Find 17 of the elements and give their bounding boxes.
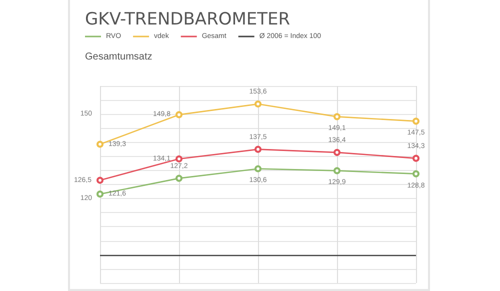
point (96, 176, 104, 184)
point (334, 148, 340, 156)
point (176, 174, 182, 182)
chart-title: GKV-TRENDBAROMETER (85, 10, 290, 30)
point (334, 167, 340, 174)
point (96, 140, 104, 148)
point (412, 170, 420, 178)
point (412, 118, 420, 125)
point (254, 100, 262, 108)
chart-subtitle: Gesamtumsatz (85, 52, 152, 62)
point (176, 155, 182, 162)
point (412, 154, 420, 162)
point (96, 190, 104, 198)
point (334, 113, 340, 120)
point (254, 146, 262, 153)
point (254, 165, 262, 172)
point (176, 111, 182, 118)
